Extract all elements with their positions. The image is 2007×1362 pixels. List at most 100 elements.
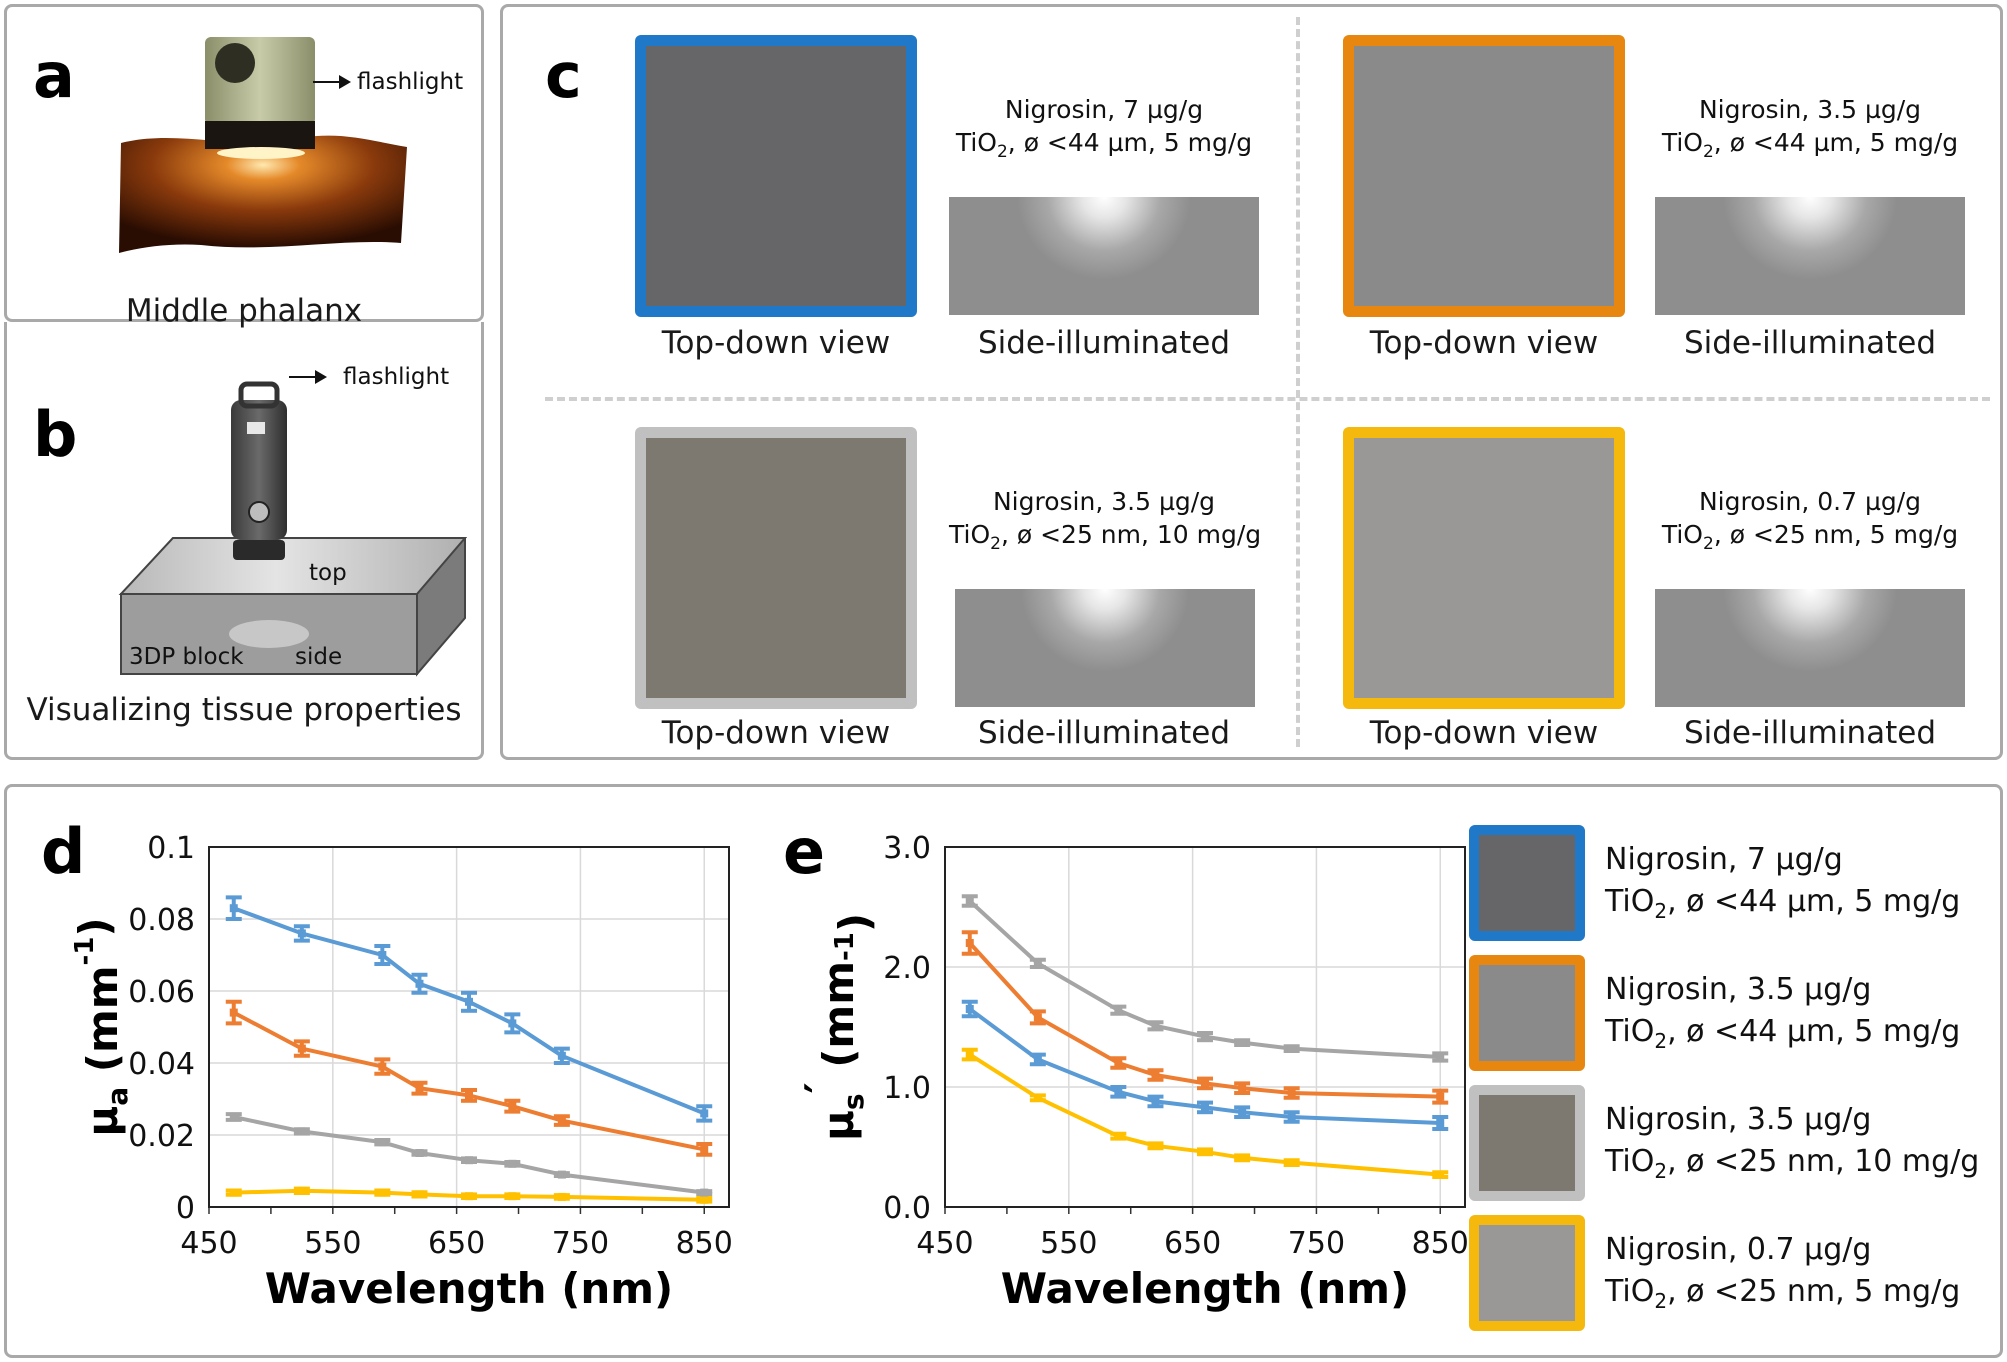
series-line (233, 906, 705, 1116)
y-tick-label: 3.0 (883, 831, 931, 866)
data-point (1033, 1093, 1042, 1102)
legend-swatch-4 (1469, 1215, 1585, 1331)
y-tick-label: 1.0 (883, 1071, 931, 1106)
y-tick-label: 2.0 (883, 951, 931, 986)
y-axis-title: μa (mm-1) (70, 917, 134, 1136)
data-point (465, 1091, 473, 1100)
y-axis-title-part: (mm (814, 961, 863, 1082)
data-point (1287, 1158, 1296, 1167)
y-axis-title-part: (mm (78, 965, 127, 1086)
panel-label-a: a (33, 39, 75, 112)
data-point (965, 939, 974, 947)
x-tick-label: 650 (1164, 1226, 1221, 1261)
y-tick-label: 0.04 (128, 1047, 195, 1082)
sample-line2: TiO2, ø <25 nm, 5 mg/g (1655, 518, 1965, 561)
data-point (297, 929, 306, 938)
data-point (1238, 1153, 1247, 1162)
data-point (1201, 1079, 1209, 1088)
x-tick-label: 750 (1288, 1226, 1345, 1261)
tio-subscript: 2 (1654, 1159, 1668, 1183)
y-tick-label: 0 (176, 1191, 195, 1226)
data-point (415, 1149, 424, 1157)
data-point (1114, 1059, 1123, 1067)
side-illuminated-sample-3 (955, 589, 1255, 707)
x-tick-label: 750 (552, 1226, 609, 1261)
data-point (965, 897, 974, 905)
data-point (1201, 1032, 1209, 1041)
side-illuminated-sample-1 (949, 197, 1259, 315)
data-point (1151, 1071, 1160, 1079)
top-down-caption-1: Top-down view (661, 325, 891, 361)
tio-text: TiO (1605, 1144, 1655, 1179)
x-axis-title: Wavelength (nm) (1001, 1264, 1410, 1313)
y-axis-title-part: ) (830, 913, 879, 932)
y-axis-title-part: s (837, 1093, 870, 1110)
block-illustration (118, 381, 467, 677)
side-illuminated-sample-4 (1655, 589, 1965, 707)
tio-rest: , ø <44 µm, 5 mg/g (1713, 128, 1959, 157)
plot-frame (208, 846, 730, 1208)
top-down-sample-3 (635, 427, 917, 709)
data-point (297, 1044, 306, 1053)
tio-rest: , ø <25 nm, 10 mg/g (1667, 1144, 1980, 1179)
data-point (1436, 1053, 1445, 1061)
data-point (1033, 959, 1042, 968)
y-axis-title-part: ) (70, 917, 119, 936)
y-tick-label: 0.1 (147, 831, 195, 866)
legend-line2: TiO2, ø <25 nm, 10 mg/g (1605, 1141, 1979, 1192)
tio-subscript: 2 (1654, 1029, 1668, 1053)
y-axis-title-part: μ (78, 1106, 127, 1137)
series-line (232, 1010, 705, 1152)
y-axis-title-part: a (101, 1087, 134, 1106)
data-point (1238, 1038, 1247, 1047)
data-point (508, 1159, 517, 1168)
panel-c: c Nigrosin, 7 µg/g TiO2, ø <44 µm, 5 mg/g… (500, 4, 2003, 760)
side-illuminated-sample-2 (1655, 197, 1965, 315)
x-tick-label: 650 (428, 1226, 485, 1261)
tio-rest: , ø <25 nm, 5 mg/g (1713, 520, 1959, 549)
arrow-head-icon-b (315, 370, 327, 384)
flashlight-label-a: flashlight (357, 69, 464, 95)
tio-text: TiO (1605, 1014, 1655, 1049)
arrow-icon (313, 81, 343, 83)
y-tick-label: 0.0 (883, 1191, 931, 1226)
data-point (465, 997, 473, 1006)
data-point (1287, 1044, 1296, 1053)
plot-frame (944, 846, 1466, 1208)
y-tick-label: 0.02 (128, 1119, 195, 1154)
data-point (415, 1084, 424, 1093)
legend-line2: TiO2, ø <25 nm, 5 mg/g (1605, 1271, 1960, 1322)
side-caption-4: Side-illuminated (1683, 715, 1937, 751)
tio-rest: , ø <44 µm, 5 mg/g (1667, 1014, 1961, 1049)
series-line (968, 1052, 1441, 1177)
data-point (700, 1145, 709, 1154)
data-point (1238, 1108, 1247, 1117)
y-tick-label: 0.06 (128, 975, 195, 1010)
legend: Nigrosin, 7 µg/g TiO2, ø <44 µm, 5 mg/g Ni… (1469, 825, 1999, 1345)
panel-label-d: d (41, 815, 86, 888)
panel-b: b flashlight top 3DP block side Visu (4, 322, 484, 760)
arrow-icon-b (289, 376, 319, 378)
caption-b: Visualizing tissue properties (26, 692, 462, 728)
tio-text: TiO (1661, 520, 1703, 549)
data-point (1151, 1141, 1160, 1150)
series-line (968, 899, 1441, 1059)
top-down-caption-3: Top-down view (661, 715, 891, 751)
legend-swatch-3 (1469, 1085, 1585, 1201)
legend-entry-1: Nigrosin, 7 µg/g TiO2, ø <44 µm, 5 mg/g (1605, 839, 1960, 932)
panel-label-e: e (783, 815, 826, 888)
legend-entry-2: Nigrosin, 3.5 µg/g TiO2, ø <44 µm, 5 mg/g (1605, 969, 1960, 1062)
data-point (557, 1170, 566, 1179)
x-axis-title: Wavelength (nm) (265, 1264, 674, 1313)
tio-text: TiO (1605, 1274, 1655, 1309)
data-point (378, 1138, 387, 1147)
x-tick-label: 850 (676, 1226, 733, 1261)
tio-subscript: 2 (1702, 142, 1714, 162)
arrow-head-icon (339, 75, 351, 89)
data-point (1114, 1132, 1123, 1141)
data-point (1287, 1113, 1296, 1121)
chart-d: 450 550 650 750 850 0 0.02 0.04 0.06 0.08 0.1 Wavel… (70, 831, 733, 1313)
data-point (1033, 1013, 1042, 1022)
legend-entry-4: Nigrosin, 0.7 µg/g TiO2, ø <25 nm, 5 mg/g (1605, 1229, 1960, 1322)
x-tick-label: 450 (916, 1226, 973, 1261)
